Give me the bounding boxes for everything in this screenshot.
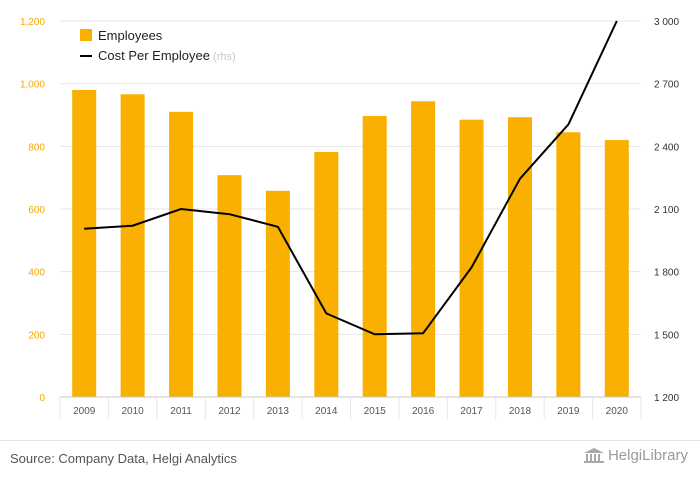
gridlines xyxy=(60,20,641,398)
combo-chart: 2009 2010 2011 2012 2013 2014 2015 2016 2017 2018… xyxy=(20,17,679,419)
left-tick-label: 600 xyxy=(28,205,45,216)
right-y-axis: 1 200 1 500 1 800 2 100 2 400 2 700 3 000 xyxy=(654,17,679,404)
bar-2014 xyxy=(314,151,339,397)
legend-label-employees: Employees xyxy=(98,28,163,43)
helgi-library-logo: HelgiLibrary xyxy=(583,447,688,464)
right-tick-label: 2 400 xyxy=(654,142,679,153)
x-axis: 2009 2010 2011 2012 2013 2014 2015 2016 2017 2018… xyxy=(59,396,642,419)
bar-2016 xyxy=(411,101,436,398)
left-y-axis: 0 200 400 600 800 1,000 1,200 xyxy=(20,17,45,404)
right-tick-label: 1 500 xyxy=(654,330,679,341)
x-tick-label: 2011 xyxy=(170,406,192,417)
bar-2010 xyxy=(120,94,145,397)
legend-rhs-note: (rhs) xyxy=(210,51,236,63)
bar-2013 xyxy=(265,190,290,397)
right-tick-label: 1 200 xyxy=(654,393,679,404)
source-note: Source: Company Data, Helgi Analytics xyxy=(10,451,237,466)
x-tick-label: 2013 xyxy=(267,406,290,417)
x-tick-label: 2020 xyxy=(606,406,629,417)
x-tick-label: 2018 xyxy=(509,406,532,417)
right-tick-label: 2 100 xyxy=(654,205,679,216)
x-tick-label: 2017 xyxy=(460,406,483,417)
bar-2019 xyxy=(556,132,581,397)
bar-2012 xyxy=(217,175,242,397)
bar-2020 xyxy=(604,140,629,398)
left-tick-label: 1,000 xyxy=(20,80,45,91)
legend-swatch-employees xyxy=(80,29,92,41)
cost-per-employee-line xyxy=(84,20,618,336)
x-tick-label: 2014 xyxy=(315,406,338,417)
bar-2011 xyxy=(169,111,194,397)
bar-2015 xyxy=(362,115,387,397)
x-tick-label: 2012 xyxy=(218,406,241,417)
bar-2018 xyxy=(507,117,532,398)
legend-label-cost-per-employee: Cost Per Employee (rhs) xyxy=(98,48,236,63)
left-tick-label: 0 xyxy=(39,393,45,404)
left-tick-label: 200 xyxy=(28,330,45,341)
x-tick-label: 2019 xyxy=(557,406,580,417)
right-tick-label: 1 800 xyxy=(654,268,679,279)
left-tick-label: 1,200 xyxy=(20,17,45,28)
bar-2017 xyxy=(459,119,484,397)
right-tick-label: 3 000 xyxy=(654,17,679,28)
x-tick-label: 2016 xyxy=(412,406,435,417)
x-tick-label: 2010 xyxy=(122,406,145,417)
logo-text: HelgiLibrary xyxy=(607,447,688,464)
bar-2009 xyxy=(72,89,97,397)
library-building-icon xyxy=(583,447,604,463)
x-tick-label: 2015 xyxy=(364,406,387,417)
x-tick-label: 2009 xyxy=(73,406,96,417)
left-tick-label: 800 xyxy=(28,142,45,153)
employees-bars xyxy=(72,89,629,398)
footer-divider xyxy=(0,440,700,441)
left-tick-label: 400 xyxy=(28,268,45,279)
legend: Employees Cost Per Employee (rhs) xyxy=(80,28,236,63)
right-tick-label: 2 700 xyxy=(654,80,679,91)
